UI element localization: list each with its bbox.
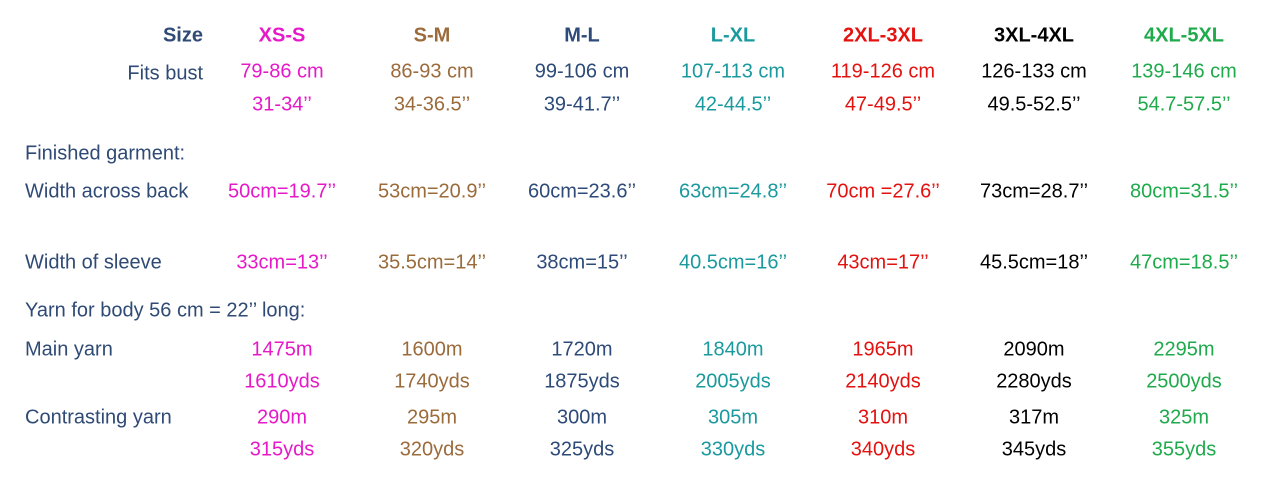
row-label: Width of sleeve: [25, 251, 162, 273]
cell: 79-86 cm: [240, 60, 323, 82]
cell: 2500yds: [1146, 370, 1222, 392]
size-header: 2XL-3XL: [843, 24, 923, 46]
cell: 70cm =27.6’’: [826, 180, 940, 202]
cell: 107-113 cm: [681, 60, 785, 82]
cell: 325m: [1159, 406, 1209, 428]
cell: 47cm=18.5’’: [1130, 251, 1238, 273]
size-header: 3XL-4XL: [994, 24, 1074, 46]
cell: 73cm=28.7’’: [980, 180, 1088, 202]
cell: 31-34’’: [252, 93, 312, 115]
size-header: L-XL: [711, 24, 755, 46]
cell: 34-36.5’’: [394, 93, 470, 115]
cell: 317m: [1009, 406, 1059, 428]
cell: 310m: [858, 406, 908, 428]
cell: 1875yds: [544, 370, 620, 392]
cell: 1740yds: [394, 370, 470, 392]
cell: 139-146 cm: [1131, 60, 1237, 82]
cell: 2295m: [1153, 338, 1214, 360]
section-heading: Yarn for body 56 cm = 22’’ long:: [25, 299, 305, 321]
row-label: Main yarn: [25, 338, 113, 360]
cell: 53cm=20.9’’: [378, 180, 486, 202]
cell: 49.5-52.5’’: [987, 93, 1080, 115]
cell: 1600m: [401, 338, 462, 360]
cell: 315yds: [250, 438, 315, 460]
cell: 99-106 cm: [535, 60, 630, 82]
cell: 33cm=13’’: [236, 251, 327, 273]
cell: 126-133 cm: [981, 60, 1087, 82]
cell: 38cm=15’’: [536, 251, 627, 273]
cell: 119-126 cm: [831, 60, 935, 82]
cell: 320yds: [400, 438, 465, 460]
row-label: Contrasting yarn: [25, 406, 172, 428]
cell: 1720m: [551, 338, 612, 360]
cell: 290m: [257, 406, 307, 428]
cell: 325yds: [550, 438, 615, 460]
cell: 1965m: [852, 338, 913, 360]
cell: 42-44.5’’: [695, 93, 771, 115]
cell: 80cm=31.5’’: [1130, 180, 1238, 202]
cell: 47-49.5’’: [845, 93, 921, 115]
cell: 355yds: [1152, 438, 1217, 460]
cell: 300m: [557, 406, 607, 428]
cell: 43cm=17’’: [837, 251, 928, 273]
cell: 1840m: [702, 338, 763, 360]
cell: 2280yds: [996, 370, 1072, 392]
cell: 330yds: [701, 438, 766, 460]
cell: 45.5cm=18’’: [980, 251, 1088, 273]
cell: 2140yds: [845, 370, 921, 392]
cell: 35.5cm=14’’: [378, 251, 486, 273]
size-label: Size: [163, 24, 203, 46]
cell: 86-93 cm: [390, 60, 473, 82]
cell: 2005yds: [695, 370, 771, 392]
cell: 54.7-57.5’’: [1137, 93, 1230, 115]
row-label: Fits bust: [127, 62, 203, 84]
cell: 345yds: [1002, 438, 1067, 460]
size-header: 4XL-5XL: [1144, 24, 1224, 46]
cell: 340yds: [851, 438, 916, 460]
cell: 295m: [407, 406, 457, 428]
cell: 40.5cm=16’’: [679, 251, 787, 273]
size-header: M-L: [564, 24, 600, 46]
cell: 1475m: [251, 338, 312, 360]
size-header: XS-S: [259, 24, 306, 46]
cell: 50cm=19.7’’: [228, 180, 336, 202]
cell: 63cm=24.8’’: [679, 180, 787, 202]
cell: 60cm=23.6’’: [528, 180, 636, 202]
cell: 2090m: [1003, 338, 1064, 360]
section-heading: Finished garment:: [25, 142, 185, 164]
cell: 39-41.7’’: [544, 93, 620, 115]
cell: 1610yds: [244, 370, 320, 392]
cell: 305m: [708, 406, 758, 428]
size-header: S-M: [414, 24, 451, 46]
row-label: Width across back: [25, 180, 189, 202]
